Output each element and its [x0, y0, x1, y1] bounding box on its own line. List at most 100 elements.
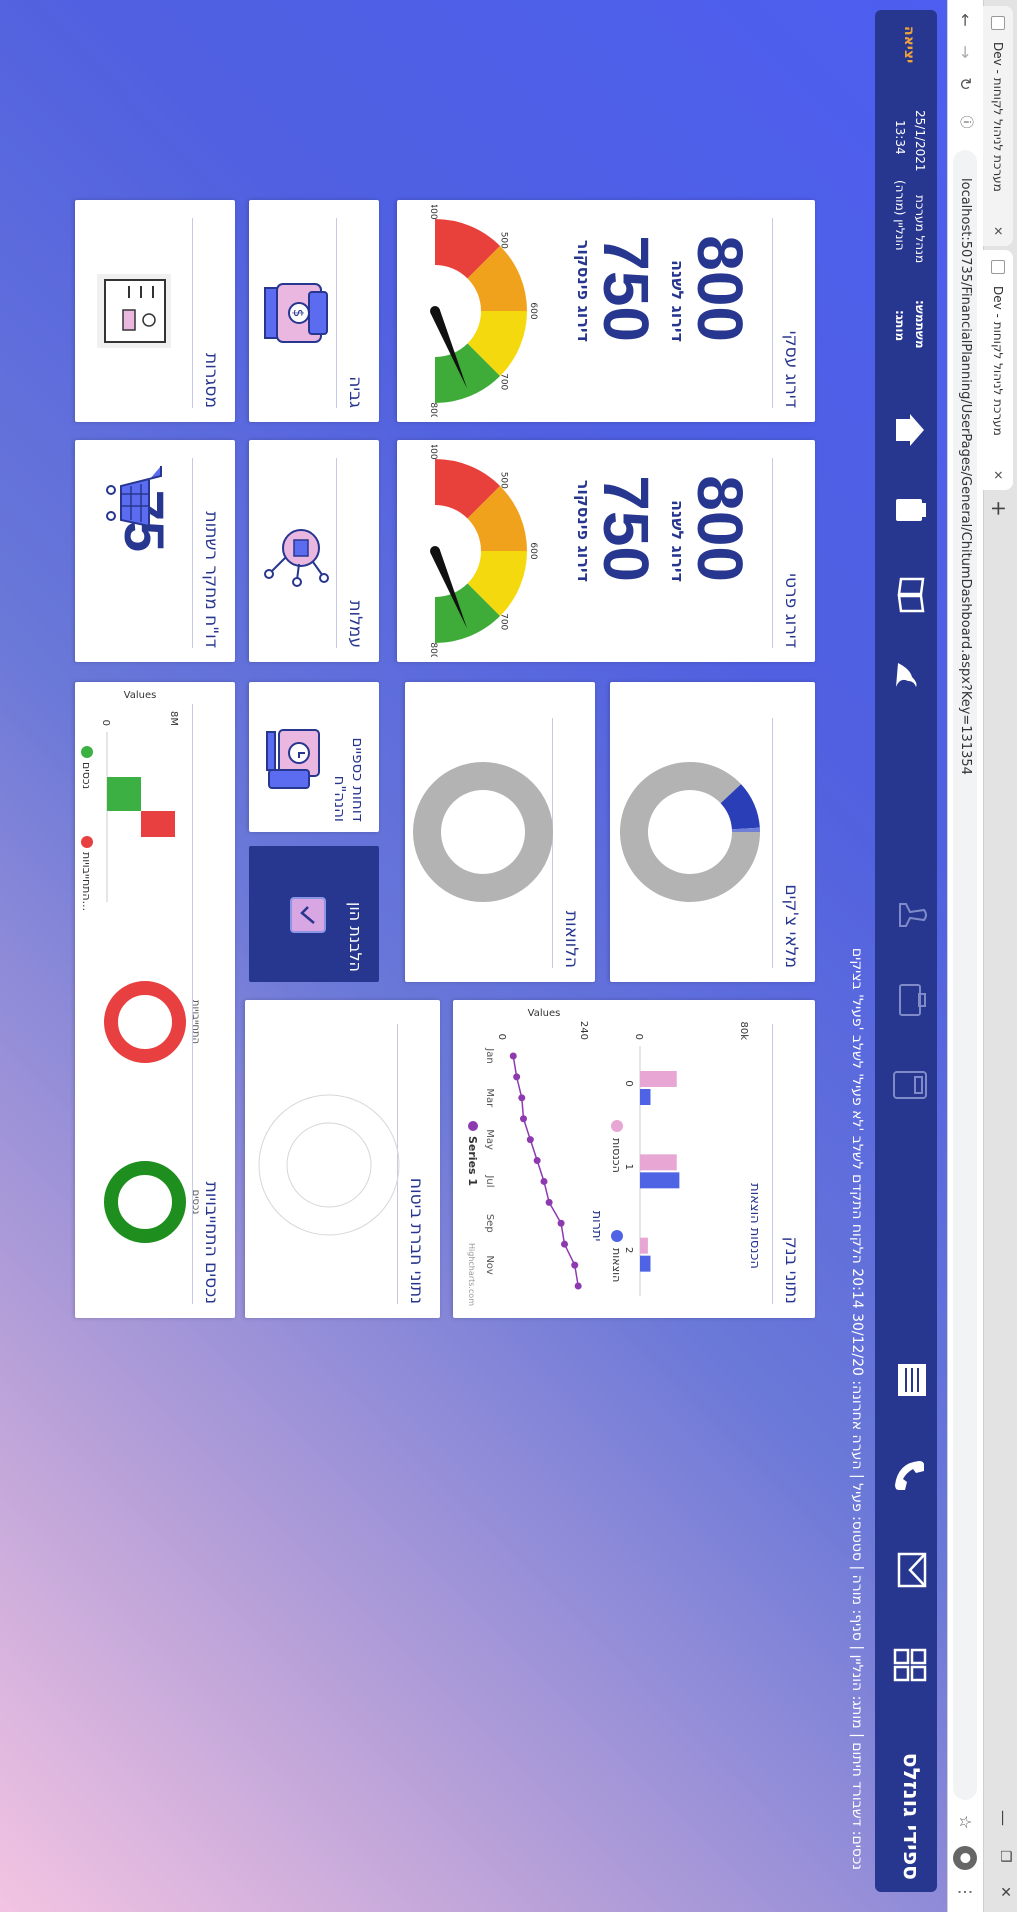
money-laundering-card[interactable]: הלבנת הון [249, 846, 379, 982]
business-rating-card[interactable]: דירוג עסקי 800 דירוג לשנה 750 דירוג פינס… [397, 200, 815, 422]
yearly-rating-value: 800 [684, 475, 756, 582]
line-point [571, 1261, 579, 1269]
restore-icon[interactable]: ❐ [997, 1850, 1013, 1863]
bar [141, 811, 175, 837]
home-icon[interactable] [884, 405, 928, 455]
reload-icon[interactable]: ↻ [956, 77, 975, 91]
commissions-card[interactable]: עמלות [249, 440, 379, 662]
gauge-tick-label: 700 [499, 613, 509, 630]
gauge-tick-label: 600 [528, 542, 538, 559]
bar [640, 1172, 680, 1189]
card-title: דירוג פרטי [781, 573, 801, 648]
private-rating-card[interactable]: דירוג פרטי 800 דירוג לשנה 750 דירוג פינס… [397, 440, 815, 662]
browser-tab-active[interactable]: Dev - מערכת לניהול לקוחות ✕ [983, 250, 1013, 490]
phone-icon[interactable] [884, 1450, 928, 1500]
loans-card[interactable]: הלוואות [405, 682, 595, 982]
bar [107, 777, 141, 811]
manager-label: מנהל מערכת [913, 195, 927, 264]
browser-menu-icon[interactable]: ⋮ [956, 1884, 975, 1900]
book-icon[interactable] [884, 570, 928, 620]
list-icon[interactable] [884, 1355, 928, 1405]
y-tick-label: 0 [633, 1034, 644, 1040]
legend-marker [81, 746, 93, 758]
finscore-label: דירוג פינסקור [574, 239, 593, 342]
gauge-band [435, 459, 501, 519]
gauge-tick-label: 800 [428, 402, 438, 417]
gauge-band [467, 551, 527, 617]
y-tick-label: 0 [100, 720, 111, 726]
legend-marker [468, 1121, 478, 1131]
insurance-data-card[interactable]: נתוני חברת ביטוח [245, 1000, 440, 1318]
gauge-tick-label: 400 [428, 205, 438, 220]
financial-reports-card[interactable]: דוחות כספיים והנה"ח [249, 682, 379, 832]
gauge-tick-label: 500 [499, 232, 509, 249]
profile-avatar-icon[interactable]: ● [953, 1846, 977, 1870]
site-info-icon[interactable]: ⓘ [958, 115, 973, 129]
gauge-tick-label: 500 [499, 472, 509, 489]
y-tick-label: 80k [738, 1021, 749, 1040]
card-title: גביה [345, 376, 365, 408]
file-icon[interactable] [884, 485, 928, 535]
user-label: משתמש: [913, 300, 927, 349]
atm-window-icon [97, 274, 171, 348]
url-field[interactable]: localhost:50735/FinancialPlanning/UserPa… [953, 150, 977, 1800]
network-research-card[interactable]: דו"ח מחקר רשתות 75 [75, 440, 235, 662]
close-window-icon[interactable]: ✕ [997, 1886, 1013, 1898]
finscore-value: 750 [590, 235, 662, 342]
legend-label: הכנסות [610, 1138, 623, 1173]
apps-grid-icon[interactable] [884, 1640, 928, 1690]
calculator-icon[interactable] [884, 1060, 928, 1110]
divider [336, 218, 337, 408]
minimize-icon[interactable]: — [994, 1810, 1013, 1826]
collection-card[interactable]: גביה $ [249, 200, 379, 422]
exit-link[interactable]: יציאה [901, 26, 917, 64]
bank-data-card[interactable]: נתוני בנק הכנסות הוצאות 0 80k 0 1 2 הכנסות הוצא… [453, 1000, 815, 1318]
forward-icon[interactable]: → [956, 45, 975, 59]
gauge-tick-label: 600 [528, 302, 538, 319]
yearly-rating-label: דירוג לשנה [668, 259, 687, 342]
checkbox-icon[interactable] [289, 896, 327, 934]
business-rating-gauge: 400 500 600 700 800 [428, 205, 538, 417]
divider [772, 218, 773, 408]
gauge-pivot [430, 546, 440, 556]
x-tick-label: 0 [623, 1080, 634, 1086]
branch-label: מותג: [893, 310, 907, 342]
bar-chart-title: הכנסות הוצאות [747, 1183, 762, 1269]
donut-slice [104, 1161, 186, 1243]
card-title: מסגרות [201, 353, 221, 408]
gauge-band [435, 219, 501, 279]
close-tab-icon[interactable]: ✕ [991, 469, 1005, 480]
finscore-label: דירוג פינסקור [574, 479, 593, 582]
kangaroo-logo-icon[interactable] [884, 650, 928, 700]
x-tick-label: Jul [484, 1174, 495, 1187]
mail-icon[interactable] [884, 1545, 928, 1595]
new-tab-button[interactable]: + [987, 500, 1011, 517]
assets-liabilities-charts: Values 0 8M נכסים התחייבויות... התחייבויות נכס… [80, 690, 201, 1243]
check-inventory-card[interactable]: מלאי צ'קים [610, 682, 815, 982]
favicon-icon [991, 260, 1005, 274]
y-tick-label: 8M [168, 711, 179, 726]
bookmark-star-icon[interactable]: ☆ [956, 1814, 975, 1830]
frameworks-card[interactable]: מסגרות [75, 200, 235, 422]
status-line: נכסים: דשבורד חיתום | מותג: הונליין | סנ… [849, 947, 865, 1870]
briefcase-icon[interactable] [884, 975, 928, 1025]
line-point [518, 1094, 526, 1102]
chart-credit: Highcharts.com [467, 1243, 476, 1306]
line-point [509, 1052, 517, 1060]
shopping-cart-icon [106, 466, 162, 528]
back-icon[interactable]: ← [956, 13, 975, 27]
close-tab-icon[interactable]: ✕ [991, 225, 1005, 236]
bar [640, 1089, 651, 1105]
line-point [557, 1219, 565, 1227]
browser-tab[interactable]: Dev - מערכת לניהול לקוחות ✕ [983, 6, 1013, 246]
x-tick-label: Mar [484, 1088, 495, 1108]
dashboard-page: יציאה 25/1/2021 13:34 מנהל מערכת הונליין… [0, 0, 947, 1912]
gauge-band [435, 343, 501, 403]
stamp-icon[interactable] [884, 890, 928, 940]
donut-slice [720, 784, 760, 830]
gauge-band [467, 311, 527, 377]
assets-liabilities-card[interactable]: נכסים התחייבויות Values 0 8M נכסים התחייבויו… [75, 682, 235, 1318]
y-axis-label: Values [528, 1008, 561, 1019]
favicon-icon [991, 16, 1005, 30]
donut-slice [731, 827, 760, 832]
